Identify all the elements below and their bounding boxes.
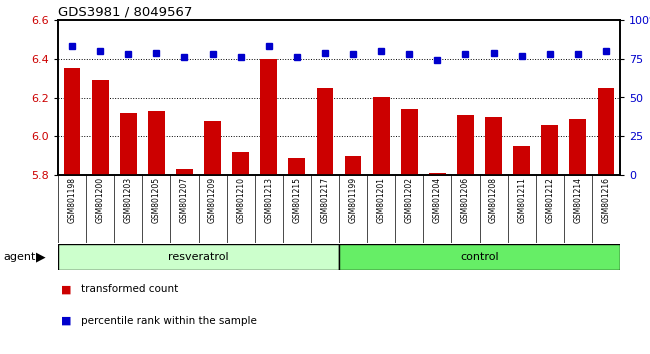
Text: GSM801210: GSM801210 xyxy=(236,177,245,223)
Text: ■: ■ xyxy=(61,284,72,294)
Bar xyxy=(92,80,109,175)
Bar xyxy=(344,156,361,175)
Text: GSM801206: GSM801206 xyxy=(461,177,470,223)
Text: GSM801198: GSM801198 xyxy=(68,177,77,223)
Bar xyxy=(148,111,165,175)
Text: GSM801213: GSM801213 xyxy=(265,177,273,223)
Text: transformed count: transformed count xyxy=(81,284,178,294)
Bar xyxy=(204,121,221,175)
Text: resveratrol: resveratrol xyxy=(168,252,229,262)
Text: GSM801203: GSM801203 xyxy=(124,177,133,223)
Bar xyxy=(64,68,81,175)
Bar xyxy=(260,59,277,175)
Text: GSM801209: GSM801209 xyxy=(208,177,217,223)
Text: control: control xyxy=(460,252,499,262)
Bar xyxy=(597,88,614,175)
Text: GSM801207: GSM801207 xyxy=(180,177,189,223)
Bar xyxy=(514,146,530,175)
Bar xyxy=(401,109,418,175)
Bar xyxy=(120,113,136,175)
Bar xyxy=(289,158,306,175)
Text: GSM801202: GSM801202 xyxy=(405,177,414,223)
Bar xyxy=(457,115,474,175)
Text: GSM801212: GSM801212 xyxy=(545,177,554,223)
Bar xyxy=(372,97,389,175)
Bar xyxy=(485,117,502,175)
Bar xyxy=(176,169,193,175)
Text: GSM801216: GSM801216 xyxy=(601,177,610,223)
Text: GSM801201: GSM801201 xyxy=(376,177,385,223)
Text: GSM801200: GSM801200 xyxy=(96,177,105,223)
Bar xyxy=(429,173,446,175)
Bar xyxy=(232,152,249,175)
Text: percentile rank within the sample: percentile rank within the sample xyxy=(81,316,257,326)
Bar xyxy=(339,244,620,270)
Text: GSM801199: GSM801199 xyxy=(348,177,358,223)
Text: GSM801204: GSM801204 xyxy=(433,177,442,223)
Bar xyxy=(569,119,586,175)
Text: GSM801211: GSM801211 xyxy=(517,177,526,223)
Text: GSM801208: GSM801208 xyxy=(489,177,498,223)
Bar xyxy=(541,125,558,175)
Text: ■: ■ xyxy=(61,316,72,326)
Bar xyxy=(317,88,333,175)
Text: GSM801215: GSM801215 xyxy=(292,177,302,223)
Text: GDS3981 / 8049567: GDS3981 / 8049567 xyxy=(58,5,192,18)
Text: GSM801217: GSM801217 xyxy=(320,177,330,223)
Text: GSM801214: GSM801214 xyxy=(573,177,582,223)
Text: ▶: ▶ xyxy=(36,251,46,263)
Bar xyxy=(58,244,339,270)
Text: GSM801205: GSM801205 xyxy=(152,177,161,223)
Text: agent: agent xyxy=(3,252,36,262)
